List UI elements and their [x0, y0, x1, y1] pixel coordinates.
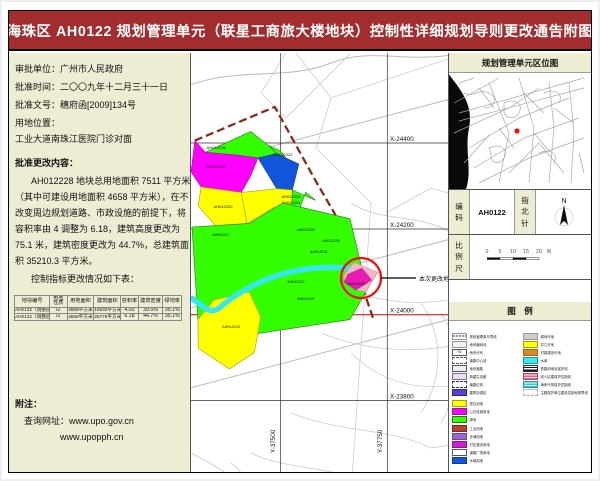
svg-text:AH012222: AH012222 — [274, 152, 294, 157]
svg-text:AH012230: AH012230 — [322, 239, 339, 243]
svg-text:X-24000: X-24000 — [390, 308, 414, 315]
svg-text:AH012228: AH012228 — [347, 282, 364, 286]
svg-text:Y-37500: Y-37500 — [270, 429, 277, 453]
svg-text:10: 10 — [510, 249, 516, 255]
svg-text:AH012226: AH012226 — [297, 228, 314, 232]
svg-text:Y-37750: Y-37750 — [377, 429, 384, 453]
svg-text:X-23800: X-23800 — [390, 394, 414, 401]
svg-text:AH012220: AH012220 — [214, 204, 234, 209]
svg-text:AH012237: AH012237 — [297, 297, 314, 301]
svg-text:AH012225: AH012225 — [222, 325, 239, 329]
svg-text:X-24400: X-24400 — [390, 136, 414, 143]
svg-text:0: 0 — [485, 249, 488, 255]
svg-text:本次更改地块: 本次更改地块 — [419, 275, 448, 283]
svg-text:N: N — [561, 198, 566, 205]
svg-text:AH012218: AH012218 — [207, 145, 227, 150]
svg-text:AH012223: AH012223 — [282, 194, 302, 199]
svg-text:AH012231: AH012231 — [310, 250, 327, 254]
svg-text:AH012227: AH012227 — [287, 280, 304, 284]
svg-text:AH012217: AH012217 — [212, 233, 229, 237]
svg-text:X-24200: X-24200 — [390, 222, 414, 229]
svg-text:米: 米 — [546, 247, 552, 255]
svg-text:20: 20 — [536, 249, 542, 255]
svg-text:5: 5 — [498, 249, 501, 255]
svg-text:15: 15 — [523, 249, 529, 255]
svg-text:AH012219: AH012219 — [207, 164, 227, 169]
